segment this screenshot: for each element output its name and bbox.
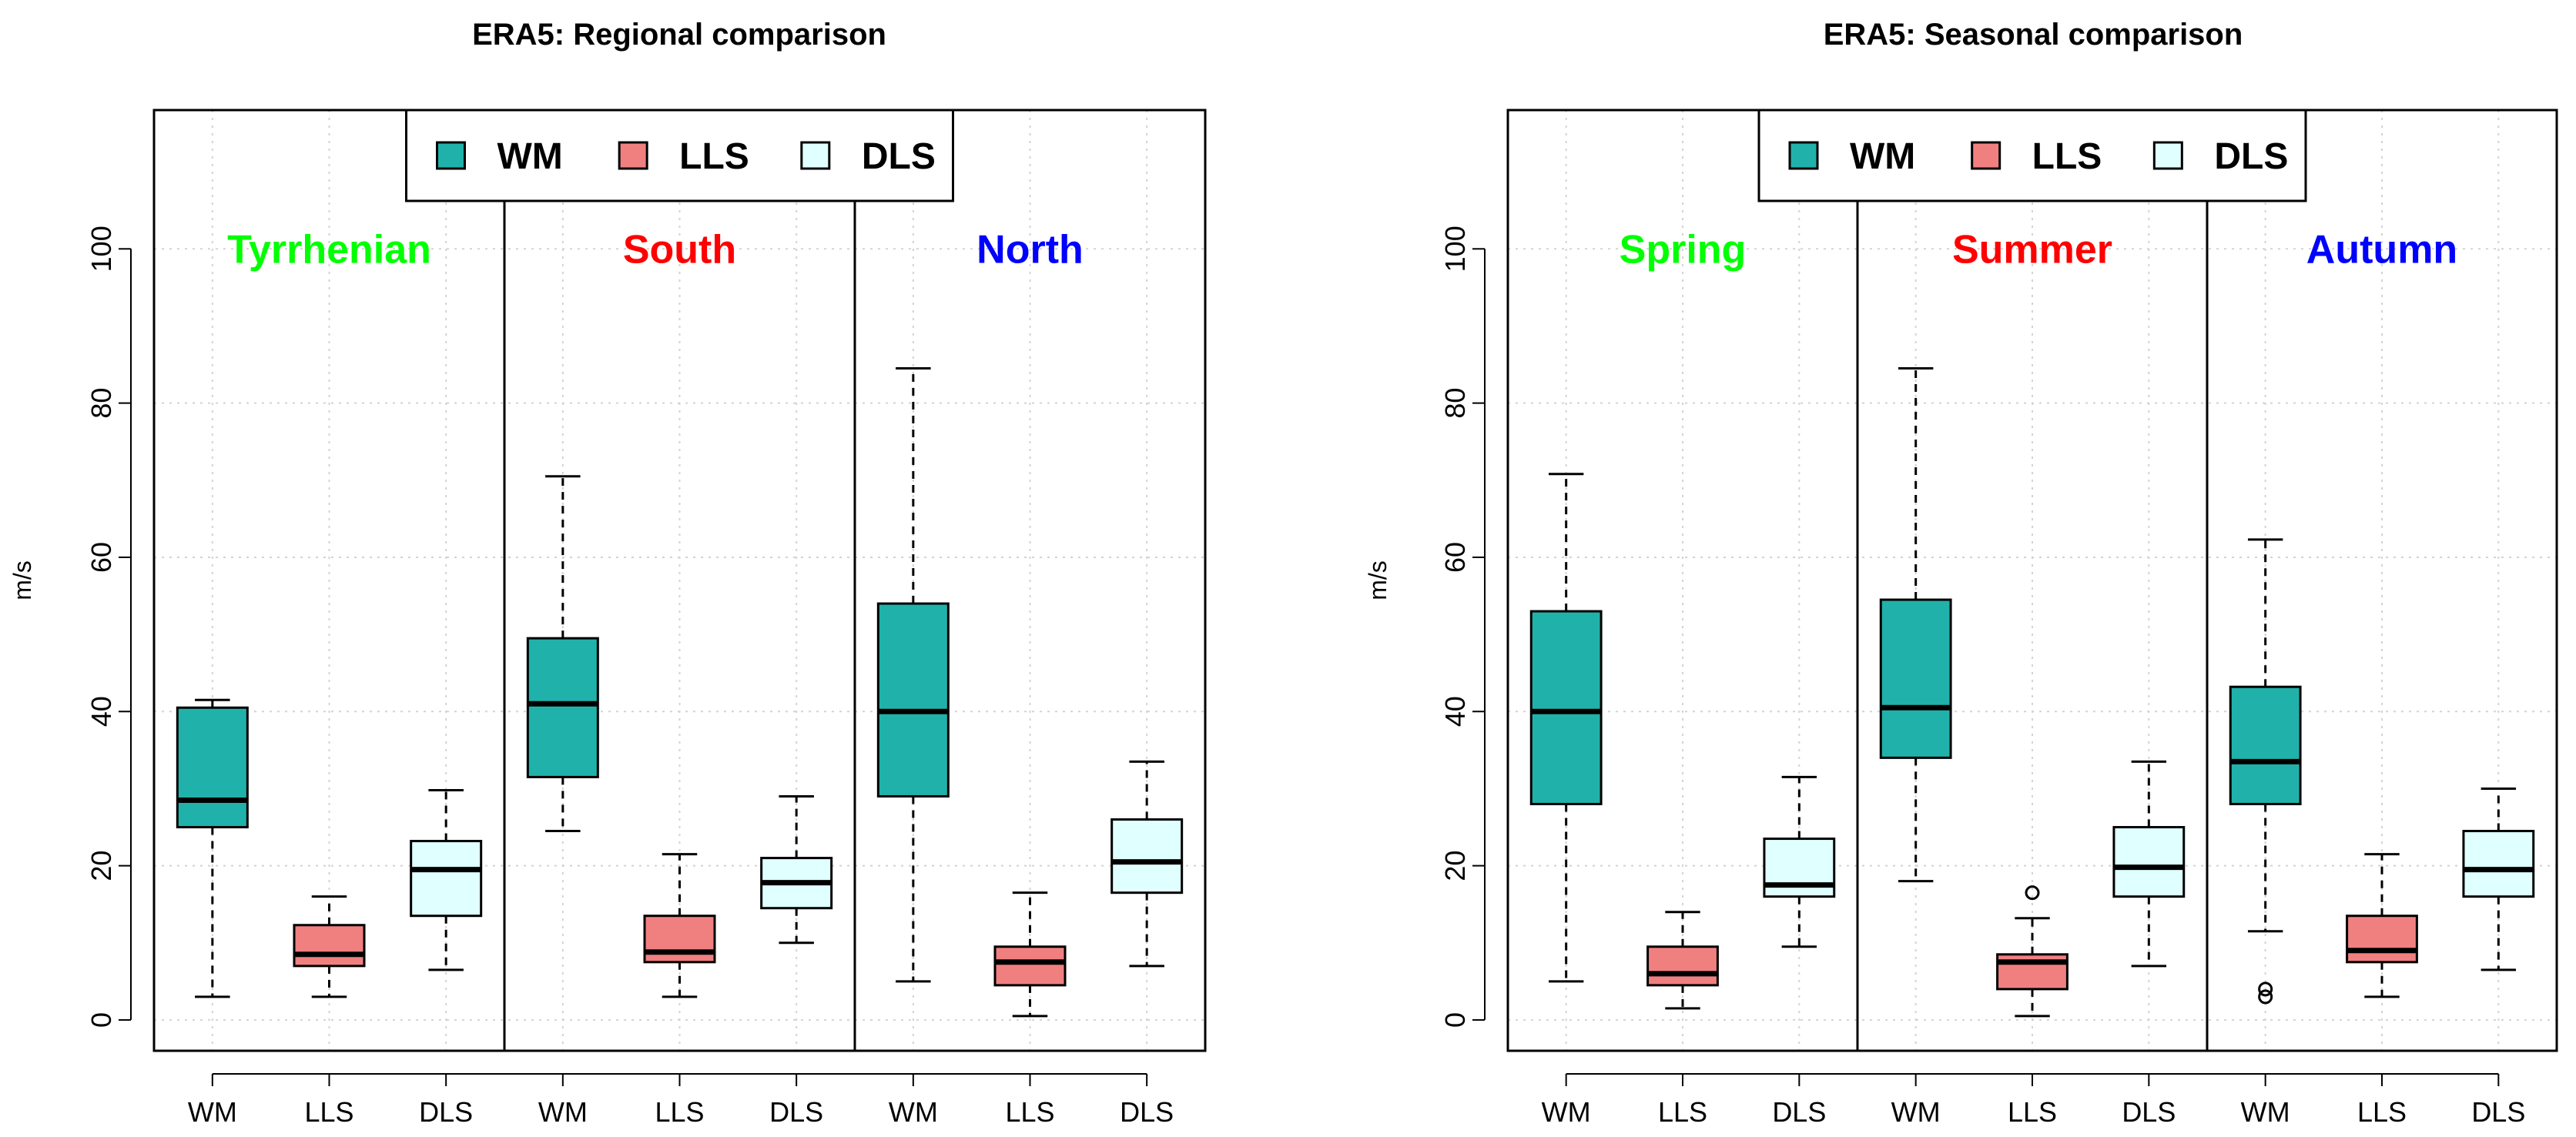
- box-lls: [1646, 945, 1719, 987]
- box-dls: [2462, 830, 2535, 898]
- group-label-north: North: [976, 227, 1084, 272]
- y-tick-label: 40: [85, 696, 117, 727]
- y-tick-label: 100: [85, 226, 117, 272]
- y-tick-label: 80: [85, 388, 117, 419]
- legend-label-wm: WM: [1850, 136, 1915, 177]
- group-label-spring: Spring: [1620, 227, 1747, 272]
- x-tick-label: LLS: [1005, 1096, 1054, 1128]
- y-axis-label: m/s: [8, 560, 36, 600]
- legend-label-wm: WM: [497, 136, 563, 177]
- legend-label-dls: DLS: [2214, 136, 2288, 177]
- legend-swatch-dls: [800, 141, 831, 170]
- x-tick-label: LLS: [304, 1096, 353, 1128]
- x-tick-label: DLS: [769, 1096, 823, 1128]
- x-tick-label: LLS: [2008, 1096, 2057, 1128]
- box-lls: [2346, 915, 2418, 964]
- x-tick-label: LLS: [1658, 1096, 1707, 1128]
- chart-title: ERA5: Seasonal comparison: [1824, 18, 2243, 52]
- box-dls: [410, 840, 483, 918]
- y-tick-label: 0: [85, 1012, 117, 1028]
- y-tick-label: 80: [1439, 388, 1471, 419]
- x-tick-label: DLS: [2122, 1096, 2176, 1128]
- x-tick-label: WM: [889, 1096, 938, 1128]
- x-tick-label: DLS: [2471, 1096, 2525, 1128]
- regional-comparison-panel: ERA5: Regional comparison m/s 0 20 40 60 80 100…: [8, 18, 1207, 1128]
- y-tick-label: 100: [1439, 226, 1471, 272]
- box-wm: [176, 706, 249, 829]
- group-label-autumn: Autumn: [2306, 227, 2457, 272]
- outlier-point: [2258, 989, 2273, 1005]
- box-dls: [1763, 838, 1836, 898]
- chart-title: ERA5: Regional comparison: [472, 18, 886, 52]
- box-wm: [2229, 685, 2302, 805]
- box-lls: [643, 915, 716, 964]
- y-tick-label: 60: [1439, 542, 1471, 573]
- box-wm: [876, 602, 950, 798]
- x-tick-label: LLS: [2357, 1096, 2407, 1128]
- legend-box: [1757, 109, 2307, 202]
- box-dls: [1110, 818, 1184, 895]
- box-dls: [2112, 826, 2186, 898]
- y-tick-label: 0: [1439, 1012, 1471, 1028]
- x-tick-label: WM: [1891, 1096, 1941, 1128]
- x-tick-label: DLS: [419, 1096, 473, 1128]
- outlier-point: [2025, 885, 2040, 901]
- x-tick-label: WM: [2241, 1096, 2290, 1128]
- legend-swatch-dls: [2152, 141, 2183, 170]
- box-lls: [293, 924, 366, 968]
- box-wm: [526, 637, 599, 778]
- legend-swatch-wm: [436, 141, 466, 170]
- y-tick-label: 60: [85, 542, 117, 573]
- y-axis-label: m/s: [1364, 560, 1392, 600]
- x-tick-label: WM: [1542, 1096, 1591, 1128]
- legend-box: [405, 109, 954, 202]
- box-wm: [1879, 598, 1952, 759]
- x-tick-label: WM: [188, 1096, 237, 1128]
- legend-swatch-lls: [1971, 141, 2002, 170]
- legend-swatch-wm: [1788, 141, 1819, 170]
- legend-label-lls: LLS: [2032, 136, 2102, 177]
- group-label-south: South: [623, 227, 736, 272]
- x-tick-label: LLS: [655, 1096, 704, 1128]
- y-tick-label: 40: [1439, 696, 1471, 727]
- x-tick-label: DLS: [1120, 1096, 1174, 1128]
- x-tick-label: WM: [538, 1096, 588, 1128]
- y-tick-label: 20: [1439, 851, 1471, 881]
- group-label-summer: Summer: [1952, 227, 2112, 272]
- outlier-point: [2258, 981, 2273, 997]
- box-wm: [1529, 610, 1603, 805]
- x-tick-label: DLS: [1772, 1096, 1826, 1128]
- legend-label-lls: LLS: [679, 136, 749, 177]
- legend-swatch-lls: [618, 141, 648, 170]
- legend-label-dls: DLS: [862, 136, 936, 177]
- y-tick-label: 20: [85, 851, 117, 881]
- seasonal-comparison-panel: ERA5: Seasonal comparison m/s 0 20 40 60 80 100…: [1364, 18, 2558, 1128]
- box-lls: [993, 945, 1067, 987]
- group-label-tyrrhenian: Tyrrhenian: [227, 227, 431, 272]
